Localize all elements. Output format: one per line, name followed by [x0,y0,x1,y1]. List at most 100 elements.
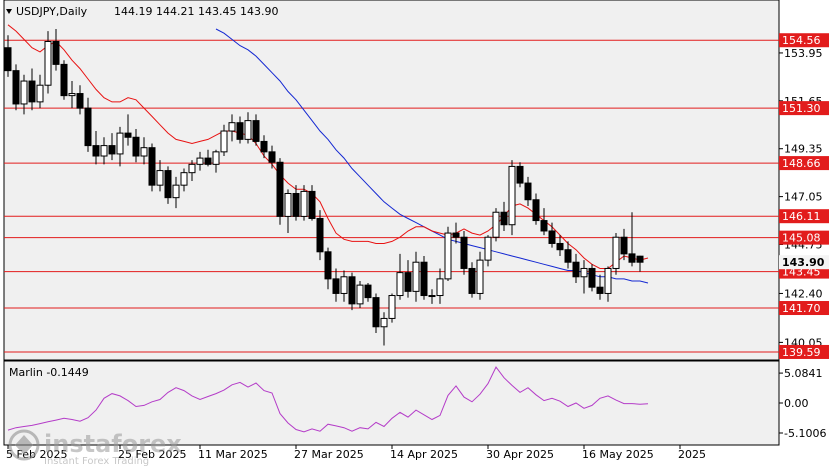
candle-body [260,140,268,153]
candle-body [412,261,420,292]
candle-body [460,236,468,269]
candle-body [228,122,236,132]
candle-body [524,182,532,201]
indicator-tick-label: 5.0841 [784,367,823,380]
level-label-box [779,33,829,48]
candle-body [148,147,156,186]
candle-body [28,80,36,103]
candle-body [4,47,12,72]
indicator-label: Marlin -0.1449 [9,366,89,379]
candle-body [428,295,436,298]
x-tick-label: 16 May 2025 [582,448,654,461]
y-tick-label: 149.35 [784,143,823,156]
indicator-tick-label: -5.1006 [784,427,826,440]
level-label: 151.30 [782,102,821,115]
candle-body [92,145,100,157]
current-price-label: 143.90 [782,256,825,269]
candle-body [124,132,132,138]
candle-body [372,297,380,328]
candle-body [436,278,444,297]
candle-body [484,236,492,261]
level-label-box [779,301,829,316]
candle-body [212,151,220,165]
candle-body [588,267,596,288]
candle-body [308,190,316,219]
candle-body [132,136,140,157]
indicator-tick-label: 0.00 [784,397,809,410]
svg-text:Instant Forex Trading: Instant Forex Trading [44,456,149,467]
level-label: 141.70 [782,302,821,315]
candle-body [396,272,404,297]
candle-body [348,276,356,305]
candle-body [628,253,636,263]
candle-body [532,199,540,222]
y-tick-label: 153.95 [784,47,823,60]
candle-body [492,211,500,238]
level-label-box [779,101,829,116]
candle-body [572,261,580,278]
marlin-line [7,366,649,433]
indicator-pane [3,360,780,446]
candle-body [620,236,628,255]
candle-body [220,130,228,153]
level-label: 146.11 [782,210,821,223]
candle-body [300,190,308,217]
candle-body [252,120,260,142]
candle-body [292,192,300,217]
candle-body [68,93,76,97]
candle-body [452,232,460,238]
candle-body [500,211,508,226]
level-label: 148.66 [782,157,821,170]
candle-body [612,236,620,269]
candle-body [164,170,172,199]
candle-body [516,165,524,184]
level-label-box [779,156,829,171]
candle-body [476,259,484,294]
y-tick-label: 142.40 [784,287,823,300]
x-tick-label: 27 Mar 2025 [294,448,364,461]
candle-body [276,161,284,217]
candle-body [244,120,252,140]
menu-triangle-icon [6,9,12,14]
x-tick-label: 14 Apr 2025 [390,448,458,461]
candle-body [604,267,612,294]
candle-body [172,184,180,199]
y-tick-label: 147.05 [784,191,823,204]
x-tick-label: 2025 [678,448,706,461]
candle-body [236,122,244,140]
svg-text:instaforex: instaforex [44,430,182,458]
candle-body [364,284,372,299]
instaforex-watermark: instaforex Instant Forex Trading [8,429,182,467]
candle-body [268,151,276,163]
candle-body [204,157,212,165]
current-price-box [779,255,829,270]
candle-body [404,272,412,292]
level-label-box [779,344,829,359]
ohlc-label: 144.19 144.21 143.45 143.90 [114,5,278,18]
candle-body [548,230,556,244]
candle-body [52,40,60,65]
candle-body [580,267,588,278]
candle-body [340,276,348,294]
candle-body [156,170,164,186]
candle-body [44,40,52,86]
candle-body [388,295,396,319]
level-label: 139.59 [782,346,821,359]
x-tick-label: 11 Mar 2025 [198,448,268,461]
candle-body [540,220,548,232]
candle-body [60,63,68,97]
level-label-box [779,209,829,224]
candle-body [380,317,388,328]
candle-body [332,278,340,294]
x-tick-label: 25 Feb 2025 [118,448,186,461]
candle-body [36,84,44,103]
symbol-label: USDJPY,Daily [16,5,88,18]
level-label: 145.08 [782,232,821,245]
candle-body [140,147,148,157]
candle-body [188,163,196,174]
candle-body [556,242,564,251]
level-label-box [779,230,829,245]
candle-body [20,80,28,105]
candle-body [356,284,364,305]
